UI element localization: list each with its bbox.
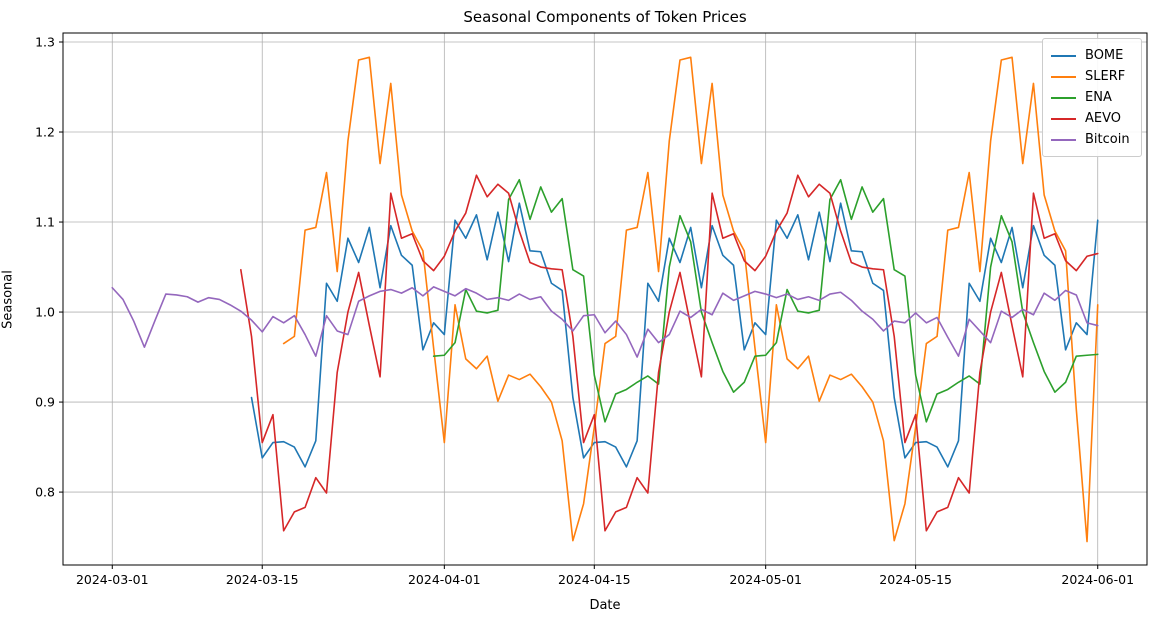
- legend-entry-aevo: AEVO: [1051, 108, 1133, 129]
- series-line-aevo: [240, 174, 1099, 532]
- x-tick-label: 2024-03-15: [226, 572, 299, 587]
- legend-line-swatch: [1051, 117, 1076, 120]
- legend-label: ENA: [1085, 90, 1112, 105]
- series-line-ena: [432, 178, 1099, 423]
- chart-title: Seasonal Components of Token Prices: [463, 8, 747, 26]
- legend-line-swatch: [1051, 96, 1076, 99]
- y-tick-label: 1.0: [35, 305, 55, 320]
- legend-label: BOME: [1085, 48, 1124, 63]
- x-tick-label: 2024-04-01: [408, 572, 481, 587]
- legend-line-swatch: [1051, 75, 1076, 78]
- y-tick-label: 1.3: [35, 35, 55, 50]
- legend-label: Bitcoin: [1085, 132, 1130, 147]
- legend-line-swatch: [1051, 138, 1076, 141]
- x-tick-label: 2024-05-01: [729, 572, 802, 587]
- legend-label: AEVO: [1085, 111, 1122, 126]
- y-axis-label: Seasonal: [0, 270, 16, 329]
- x-tick-label: 2024-03-01: [76, 572, 149, 587]
- x-tick-label: 2024-04-15: [558, 572, 631, 587]
- x-tick-label: 2024-05-15: [879, 572, 952, 587]
- axes-spines: [62, 32, 1148, 566]
- y-tick-label: 0.8: [35, 485, 55, 500]
- legend-entry-ena: ENA: [1051, 87, 1133, 108]
- legend: BOME SLERF ENA AEVO Bitcoin: [1042, 38, 1142, 157]
- series-line-slerf: [282, 56, 1099, 543]
- x-axis-label: Date: [589, 598, 621, 613]
- series-line-bitcoin: [111, 286, 1099, 358]
- x-tick-label: 2024-06-01: [1061, 572, 1134, 587]
- y-tick-label: 1.1: [35, 215, 55, 230]
- legend-entry-slerf: SLERF: [1051, 66, 1133, 87]
- y-tick-label: 0.9: [35, 395, 55, 410]
- y-tick-label: 1.2: [35, 125, 55, 140]
- legend-label: SLERF: [1085, 69, 1126, 84]
- legend-line-swatch: [1051, 54, 1076, 57]
- legend-entry-bitcoin: Bitcoin: [1051, 129, 1133, 150]
- series-line-bome: [250, 202, 1099, 468]
- legend-entry-bome: BOME: [1051, 45, 1133, 66]
